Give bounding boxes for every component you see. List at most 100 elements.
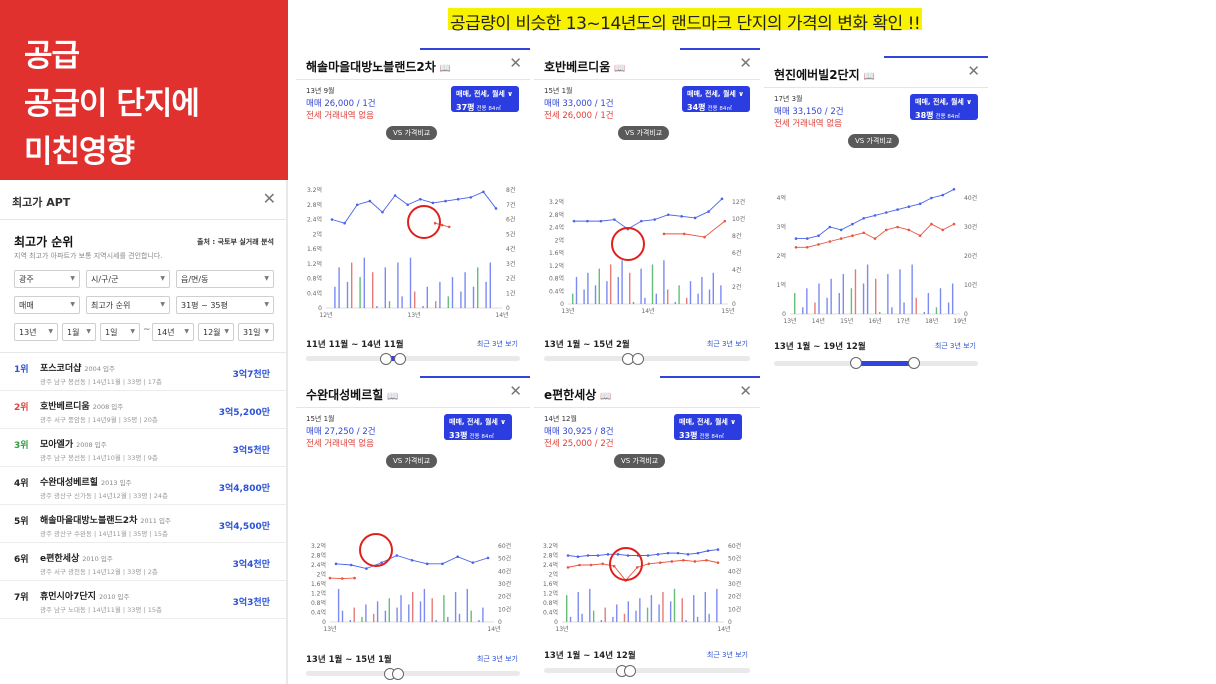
deal-type-select[interactable]: 매매 ▼: [14, 296, 80, 314]
volume-bar: [639, 598, 641, 622]
from-day-value: 1일: [105, 328, 118, 337]
rent-point: [907, 228, 911, 232]
highlight-note: 공급량이 비슷한 13~14년도의 랜드마크 단지의 가격의 변화 확인 !!: [448, 8, 923, 34]
sale-point: [586, 219, 589, 223]
to-month-select[interactable]: 12월 ▼: [198, 323, 234, 341]
deal-type-button[interactable]: 매매, 전세, 월세 ∨ 33평 전용 84㎡: [444, 414, 512, 440]
order-value: 최고가 순위: [91, 301, 131, 310]
vs-compare-button[interactable]: VS 가격비교: [386, 454, 438, 468]
town-select[interactable]: 읍/면/동 ▼: [176, 270, 274, 288]
volume-bar: [458, 613, 461, 622]
rank-number: 3위: [14, 441, 29, 451]
y2-tick-label: 40건: [728, 567, 741, 575]
tab-indicator: [680, 48, 760, 50]
list-item[interactable]: 4위 수완대성베르힐 2013 입주 광주 광산구 신가동 | 14년12월 | 33…: [0, 467, 286, 505]
pyeong-value: 38평: [915, 111, 934, 120]
y2-tick-label: 1건: [506, 289, 515, 297]
deal-type-button[interactable]: 매매, 전세, 월세 ∨ 33평 전용 84㎡: [674, 414, 742, 440]
period-slider[interactable]: [306, 671, 520, 676]
from-day-select[interactable]: 1일 ▼: [100, 323, 140, 341]
deal-type-button[interactable]: 매매, 전세, 월세 ∨ 34평 전용 84㎡: [682, 86, 750, 112]
list-item[interactable]: 5위 해솔마을대방노블랜드2차 2011 입주 광주 광산구 수완동 | 14년11월…: [0, 505, 286, 543]
rent-point: [851, 234, 854, 237]
volume-bar: [646, 607, 649, 622]
slider-handle-start[interactable]: [850, 357, 862, 369]
y-tick-label: 0.8억: [543, 599, 558, 607]
volume-bar: [658, 604, 660, 622]
list-item[interactable]: 2위 호반베르디움 2008 입주 광주 서구 풍암동 | 14년9월 | 35평 |…: [0, 391, 286, 429]
rank-number: 4위: [14, 479, 29, 489]
order-select[interactable]: 최고가 순위 ▼: [86, 296, 170, 314]
volume-bar: [388, 598, 390, 622]
sale-point: [653, 218, 657, 221]
list-item[interactable]: 3위 모아엘가 2008 입주 광주 남구 봉선동 | 14년10월 | 33평 | …: [0, 429, 286, 467]
slider-handle-end[interactable]: [632, 353, 644, 365]
recent-3y-link[interactable]: 최근 3년 보기: [476, 340, 518, 348]
y-tick-label: 4억: [777, 194, 786, 202]
from-month-select[interactable]: 1월 ▼: [62, 323, 96, 341]
recent-3y-link[interactable]: 최근 3년 보기: [706, 340, 748, 348]
size-select[interactable]: 31평 ~ 35평 ▼: [176, 296, 274, 314]
deal-type-button[interactable]: 매매, 전세, 월세 ∨ 37평 전용 84㎡: [451, 86, 519, 112]
vs-compare-button[interactable]: VS 가격비교: [386, 126, 438, 140]
close-icon[interactable]: ✕: [739, 54, 752, 72]
volume-bar: [594, 285, 597, 304]
recent-3y-link[interactable]: 최근 3년 보기: [476, 655, 518, 663]
deal-type-value: 매매: [19, 301, 34, 310]
from-year-value: 13년: [19, 328, 37, 337]
panel-title: 최고가 APT: [12, 196, 71, 209]
x-tick-label: 19년: [953, 317, 966, 325]
period-slider[interactable]: [544, 356, 750, 361]
slider-handle-end[interactable]: [624, 665, 636, 677]
vs-compare-button[interactable]: VS 가격비교: [848, 134, 900, 148]
recent-3y-link[interactable]: 최근 3년 보기: [934, 342, 976, 350]
close-icon[interactable]: ✕: [739, 382, 752, 400]
to-year-select[interactable]: 14년 ▼: [152, 323, 194, 341]
volume-bar: [720, 285, 722, 304]
period-slider[interactable]: [774, 361, 978, 366]
slider-handle-start[interactable]: [380, 353, 392, 365]
region-select[interactable]: 광주 ▼: [14, 270, 80, 288]
close-icon[interactable]: ✕: [967, 62, 980, 80]
y2-tick-label: 0: [732, 301, 736, 308]
book-icon[interactable]: 📖: [614, 64, 626, 74]
close-icon[interactable]: ✕: [262, 189, 276, 208]
y2-tick-label: 50건: [728, 555, 741, 563]
list-item[interactable]: 6위 e편한세상 2010 입주 광주 서구 광천동 | 14년12월 | 33평 |…: [0, 543, 286, 581]
list-item[interactable]: 7위 휴먼시아7단지 2010 입주 광주 남구 노대동 | 14년11월 | 33평…: [0, 581, 286, 619]
recent-3y-link[interactable]: 최근 3년 보기: [706, 651, 748, 659]
city-select[interactable]: 시/구/군 ▼: [86, 270, 170, 288]
volume-bar: [794, 293, 796, 314]
rank-number: 7위: [14, 593, 29, 603]
slider-handle-end[interactable]: [394, 353, 406, 365]
rent-point: [862, 231, 866, 235]
sale-point: [817, 234, 820, 237]
sale-point: [419, 197, 422, 201]
deal-type-button[interactable]: 매매, 전세, 월세 ∨ 38평 전용 84㎡: [910, 94, 978, 120]
vs-compare-button[interactable]: VS 가격비교: [614, 454, 666, 468]
from-year-select[interactable]: 13년 ▼: [14, 323, 58, 341]
book-icon[interactable]: 📖: [439, 64, 452, 74]
volume-bar: [604, 607, 606, 622]
period-slider[interactable]: [306, 356, 520, 361]
apt-price: 3억5천만: [232, 446, 270, 456]
book-icon[interactable]: 📖: [600, 392, 612, 402]
list-item[interactable]: 1위 포스코더샵 2004 입주 광주 남구 봉선동 | 14년11월 | 33평 |…: [0, 353, 286, 391]
to-day-select[interactable]: 31일 ▼: [238, 323, 274, 341]
period-slider[interactable]: [544, 668, 750, 673]
apt-price: 3억7천만: [232, 370, 270, 380]
apt-name: 호반베르디움: [40, 402, 90, 412]
volume-bar: [583, 289, 585, 304]
volume-bar: [879, 312, 881, 314]
close-icon[interactable]: ✕: [509, 382, 522, 400]
book-icon[interactable]: 📖: [387, 392, 399, 402]
volume-bar: [704, 592, 706, 622]
close-icon[interactable]: ✕: [509, 54, 522, 72]
volume-bar: [376, 601, 379, 622]
slider-handle-end[interactable]: [392, 668, 404, 680]
slider-handle-end[interactable]: [908, 357, 920, 369]
book-icon[interactable]: 📖: [863, 72, 875, 82]
sale-point: [707, 210, 710, 213]
vs-compare-button[interactable]: VS 가격비교: [618, 126, 670, 140]
period-label: 13년 1월 ~ 15년 1월: [306, 655, 392, 665]
